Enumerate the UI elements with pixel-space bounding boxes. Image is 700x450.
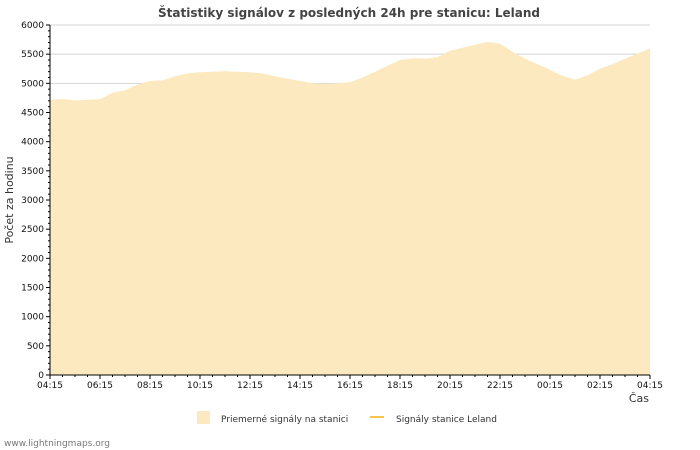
y-tick-label: 4500 bbox=[21, 109, 44, 119]
y-tick-label: 5500 bbox=[21, 50, 44, 60]
series-area-layer bbox=[50, 41, 650, 376]
x-tick-label: 02:15 bbox=[587, 381, 613, 391]
y-axis-label: Počet za hodinu bbox=[3, 156, 16, 243]
x-tick-label: 14:15 bbox=[287, 381, 313, 391]
x-tick-labels: 04:15 06:15 08:15 10:15 12:15 14:15 16:15 18:15… bbox=[37, 381, 663, 391]
legend-label-station: Signály stanice Leland bbox=[396, 415, 497, 425]
legend: Priemerné signály na stanici Signály sta… bbox=[197, 411, 497, 425]
x-tick-label: 06:15 bbox=[87, 381, 113, 391]
x-tick-label: 08:15 bbox=[137, 381, 163, 391]
legend-item-average[interactable]: Priemerné signály na stanici bbox=[197, 411, 348, 425]
y-tick-label: 2000 bbox=[21, 254, 44, 264]
y-tick-label: 4000 bbox=[21, 138, 44, 148]
y-tick-labels: 0 500 1000 1500 2000 2500 3000 3500 4000 4500 5000… bbox=[21, 21, 44, 381]
y-tick-label: 500 bbox=[27, 342, 44, 352]
legend-label-average: Priemerné signály na stanici bbox=[221, 414, 348, 425]
x-tick-label: 00:15 bbox=[537, 381, 563, 391]
x-tick-label: 20:15 bbox=[437, 381, 463, 391]
x-tick-label: 04:15 bbox=[637, 381, 663, 391]
y-tick-label: 6000 bbox=[21, 21, 44, 31]
y-tick-label: 3000 bbox=[21, 196, 44, 206]
legend-swatch-average bbox=[197, 411, 210, 424]
y-tick-label: 0 bbox=[38, 371, 44, 381]
y-tick-label: 1000 bbox=[21, 313, 44, 323]
axes bbox=[46, 24, 651, 379]
y-tick-label: 2500 bbox=[21, 225, 44, 235]
chart-title: Štatistiky signálov z posledných 24h pre… bbox=[158, 5, 540, 20]
x-tick-label: 16:15 bbox=[337, 381, 363, 391]
y-tick-label: 3500 bbox=[21, 167, 44, 177]
x-tick-label: 10:15 bbox=[187, 381, 213, 391]
series-area-average bbox=[50, 41, 650, 376]
legend-item-station[interactable]: Signály stanice Leland bbox=[370, 415, 497, 425]
x-tick-label: 22:15 bbox=[487, 381, 513, 391]
footer-credit: www.lightningmaps.org bbox=[4, 439, 110, 449]
x-tick-label: 04:15 bbox=[37, 381, 63, 391]
y-tick-label: 5000 bbox=[21, 79, 44, 89]
y-tick-label: 1500 bbox=[21, 284, 44, 294]
x-tick-label: 18:15 bbox=[387, 381, 413, 391]
x-axis-label: Čas bbox=[629, 392, 649, 405]
x-tick-label: 12:15 bbox=[237, 381, 263, 391]
